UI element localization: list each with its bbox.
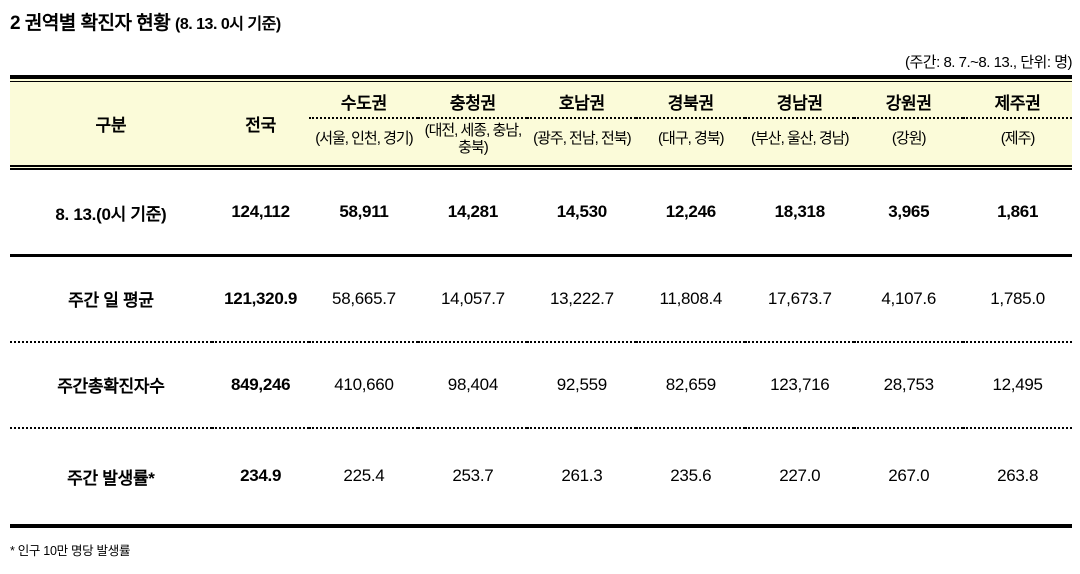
cell-value: 11,808.4 (636, 255, 746, 343)
cell-value: 58,911 (309, 167, 419, 257)
footnote: * 인구 10만 명당 발생률 (10, 543, 131, 558)
cell-value: 235.6 (670, 466, 712, 485)
cell-value: 18,318 (745, 167, 855, 257)
header-sub-gangwon: (강원) (854, 117, 964, 170)
header-region-gyeongbuk: 경북권 (636, 81, 746, 119)
header-region-gangwon: 강원권 (854, 81, 964, 119)
table-row-daily-count: 8. 13.(0시 기준) 124,112 58,911 14,281 14,5… (10, 167, 1072, 257)
cell-national: 124,112 (211, 167, 310, 257)
header-sub-jeju: (제주) (963, 117, 1072, 170)
cell-value: 82,659 (636, 341, 746, 429)
cell-value: 263.8 (997, 466, 1039, 485)
cell-value: 225.4 (343, 466, 385, 485)
table-row-weekly-daily-average: 주간 일 평균 121,320.9 58,665.7 14,057.7 13,2… (10, 255, 1072, 343)
row-label: 주간 발생률* (67, 468, 155, 488)
cell-value: 14,530 (527, 167, 637, 257)
table-row-weekly-total: 주간총확진자수 849,246 410,660 98,404 92,559 82… (10, 341, 1072, 429)
table-row-weekly-incidence-rate: 주간 발생률* 234.9 225.4 253.7 261.3 235.6 22… (10, 428, 1072, 524)
header-row-region-subareas: (서울, 인천, 경기) (대전, 세종, 충남, 충북) (광주, 전남, 전… (10, 117, 1072, 170)
header-sub-honam: (광주, 전남, 전북) (527, 117, 637, 170)
cell-value: 261.3 (561, 466, 603, 485)
cell-value: 227.0 (779, 466, 821, 485)
row-label: 8. 13.(0시 기준) (10, 167, 212, 257)
header-region-honam: 호남권 (527, 81, 637, 119)
cell-value: 267.0 (888, 466, 930, 485)
cell-value: 58,665.7 (309, 255, 419, 343)
header-row-region-names: 구분 전국 수도권 충청권 호남권 경북권 경남권 강원권 제주권 (10, 81, 1072, 170)
cell-value: 28,753 (854, 341, 964, 429)
section-title-text: 2 권역별 확진자 현황 (10, 13, 171, 34)
unit-note: (주간: 8. 7.~8. 13., 단위: 명) (905, 54, 1072, 71)
row-label: 주간총확진자수 (10, 341, 212, 429)
cell-value: 92,559 (527, 341, 637, 429)
header-sub-sudogwon: (서울, 인천, 경기) (309, 117, 419, 170)
cell-value: 98,404 (418, 341, 528, 429)
header-sub-gyeongbuk: (대구, 경북) (636, 117, 746, 170)
header-gubun: 구분 (10, 81, 212, 170)
cell-national: 849,246 (211, 341, 310, 429)
header-region-sudogwon: 수도권 (309, 81, 419, 119)
cell-value: 12,495 (963, 341, 1072, 429)
cell-value: 14,281 (418, 167, 528, 257)
section-title: 2 권역별 확진자 현황 (8. 13. 0시 기준) (10, 8, 1072, 35)
cell-national: 234.9 (240, 466, 282, 485)
cell-value: 4,107.6 (854, 255, 964, 343)
cell-value: 13,222.7 (527, 255, 637, 343)
cell-value: 3,965 (854, 167, 964, 257)
cell-national: 121,320.9 (211, 255, 310, 343)
cell-value: 123,716 (745, 341, 855, 429)
cell-value: 253.7 (452, 466, 494, 485)
cell-value: 1,861 (963, 167, 1072, 257)
cell-value: 17,673.7 (745, 255, 855, 343)
region-cases-table: 구분 전국 수도권 충청권 호남권 경북권 경남권 강원권 제주권 (서울, 인… (10, 81, 1072, 524)
region-cases-table-frame: 구분 전국 수도권 충청권 호남권 경북권 경남권 강원권 제주권 (서울, 인… (10, 75, 1072, 528)
header-region-chungcheong: 충청권 (418, 81, 528, 119)
cell-value: 1,785.0 (963, 255, 1072, 343)
cell-value: 410,660 (309, 341, 419, 429)
header-sub-gyeongnam: (부산, 울산, 경남) (745, 117, 855, 170)
cell-value: 12,246 (636, 167, 746, 257)
row-label: 주간 일 평균 (10, 255, 212, 343)
header-national: 전국 (211, 81, 310, 170)
section-title-date: (8. 13. 0시 기준) (175, 16, 281, 33)
header-region-gyeongnam: 경남권 (745, 81, 855, 119)
header-sub-chungcheong: (대전, 세종, 충남, 충북) (418, 117, 528, 170)
cell-value: 14,057.7 (418, 255, 528, 343)
header-region-jeju: 제주권 (963, 81, 1072, 119)
